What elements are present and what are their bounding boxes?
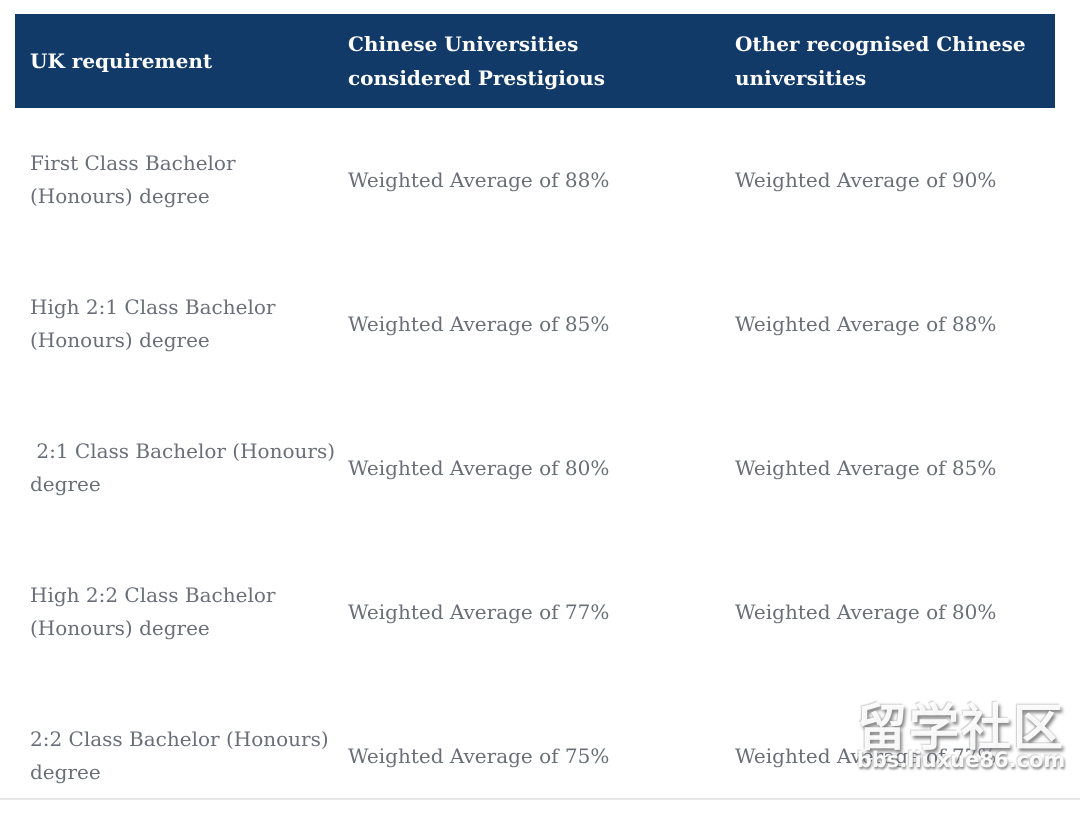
table-row: 2:2 Class Bachelor (Honours) degree Weig… — [15, 684, 1055, 828]
other-average-cell: Weighted Average of 88% — [735, 312, 997, 336]
uk-requirement-cell: 2:2 Class Bachelor (Honours) degree — [30, 727, 329, 784]
table-header-row: UK requirement Chinese Universities cons… — [15, 14, 1055, 108]
other-average-cell: Weighted Average of 85% — [735, 456, 997, 480]
prestigious-average-cell: Weighted Average of 77% — [348, 600, 610, 624]
prestigious-average-cell: Weighted Average of 85% — [348, 312, 610, 336]
uk-requirement-cell: 2:1 Class Bachelor (Honours) degree — [30, 439, 336, 496]
column-header-other-universities: Other recognised Chinese universities — [735, 32, 1026, 90]
table-row: High 2:2 Class Bachelor (Honours) degree… — [15, 540, 1055, 684]
prestigious-average-cell: Weighted Average of 88% — [348, 168, 610, 192]
other-average-cell: Weighted Average of 80% — [735, 600, 997, 624]
table-row: First Class Bachelor (Honours) degree We… — [15, 108, 1055, 252]
table-row: 2:1 Class Bachelor (Honours) degree Weig… — [15, 396, 1055, 540]
equivalency-table: UK requirement Chinese Universities cons… — [15, 14, 1055, 828]
row-divider — [0, 798, 1080, 800]
prestigious-average-cell: Weighted Average of 80% — [348, 456, 610, 480]
uk-requirement-cell: High 2:2 Class Bachelor (Honours) degree — [30, 583, 276, 640]
other-average-cell: Weighted Average of 77% — [735, 744, 997, 768]
uk-requirement-cell: High 2:1 Class Bachelor (Honours) degree — [30, 295, 276, 352]
column-header-uk-requirement: UK requirement — [30, 49, 213, 73]
prestigious-average-cell: Weighted Average of 75% — [348, 744, 610, 768]
table-row: High 2:1 Class Bachelor (Honours) degree… — [15, 252, 1055, 396]
other-average-cell: Weighted Average of 90% — [735, 168, 997, 192]
uk-requirement-cell: First Class Bachelor (Honours) degree — [30, 151, 236, 208]
column-header-prestigious-universities: Chinese Universities considered Prestigi… — [348, 32, 605, 90]
